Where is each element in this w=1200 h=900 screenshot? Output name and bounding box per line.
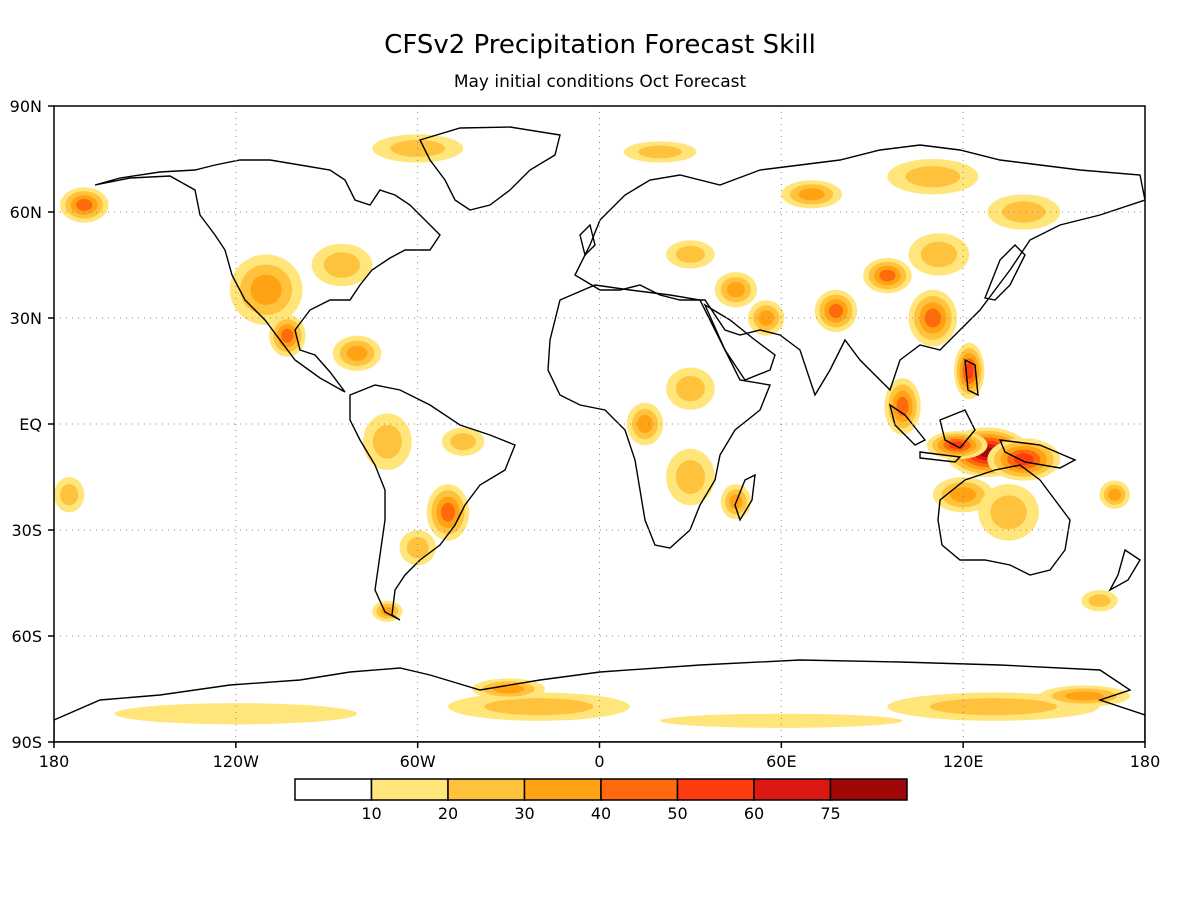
skill-region-13-level-2 — [675, 375, 705, 402]
lat-tick-label: EQ — [19, 415, 42, 434]
lat-tick-label: 90S — [11, 733, 42, 752]
colorbar-swatch — [829, 778, 908, 801]
colorbar: 10 20 30 40 50 60 75 — [294, 778, 908, 823]
skill-region-20-level-2 — [1001, 201, 1046, 223]
coast-java — [919, 451, 962, 463]
coast-madagascar — [734, 473, 756, 522]
skill-region-21-level-3 — [250, 274, 282, 305]
skill-region-27-level-4 — [440, 502, 456, 522]
colorbar-swatch — [600, 778, 679, 801]
skill-region-12-level-3 — [758, 310, 774, 326]
skill-region-10-level-2 — [990, 495, 1027, 530]
colorbar-label: 20 — [438, 804, 458, 823]
colorbar-swatch — [294, 778, 373, 801]
graticule — [54, 106, 1145, 742]
skill-region-18-level-3 — [798, 188, 825, 201]
coast-arabia — [703, 303, 776, 381]
skill-region-33-level-2 — [1088, 594, 1111, 608]
colorbar-label: 40 — [591, 804, 611, 823]
skill-region-39-level-1 — [660, 713, 903, 728]
skill-region-17-level-2 — [675, 245, 705, 263]
skill-region-9-level-3 — [950, 487, 977, 503]
lon-tick-label: 120E — [943, 752, 984, 771]
lon-tick-label: 120W — [213, 752, 260, 771]
colorbar-swatch — [447, 778, 526, 801]
lat-tick-label: 90N — [10, 97, 42, 116]
coast-greenland — [419, 126, 561, 211]
lat-tick-label: 30S — [11, 521, 42, 540]
skill-region-30-level-2 — [450, 433, 476, 451]
coast-sumatra — [888, 403, 927, 446]
skill-shading — [54, 134, 1130, 728]
skill-region-4-level-4 — [924, 308, 941, 328]
coast-philippines — [964, 358, 979, 397]
coastlines — [54, 126, 1145, 742]
colorbar-label: 75 — [820, 804, 840, 823]
coast-new-zealand — [1108, 548, 1141, 592]
skill-region-22-level-4 — [281, 328, 294, 343]
skill-region-28-level-2 — [406, 537, 429, 559]
colorbar-swatch — [753, 778, 832, 801]
skill-region-32-level-3 — [1108, 488, 1122, 501]
colorbar-label: 10 — [361, 804, 381, 823]
skill-region-11-level-3 — [726, 282, 745, 298]
coast-north-america — [94, 159, 441, 393]
colorbar-label: 60 — [744, 804, 764, 823]
map-title: CFSv2 Precipitation Forecast Skill — [384, 30, 816, 60]
lon-tick-label: 60E — [766, 752, 796, 771]
lon-tick-label: 180 — [1130, 752, 1161, 771]
skill-region-26-level-2 — [372, 424, 402, 459]
colorbar-label: 30 — [514, 804, 534, 823]
skill-region-24-level-4 — [76, 199, 93, 211]
skill-region-5-level-4 — [879, 269, 896, 282]
lon-tick-label: 60W — [400, 752, 436, 771]
lat-tick-label: 30N — [10, 309, 42, 328]
lat-tick-label: 60N — [10, 203, 42, 222]
coast-borneo — [939, 409, 976, 449]
lon-tick-label: 180 — [39, 752, 70, 771]
coast-new-guinea — [998, 439, 1077, 469]
colorbar-label: 50 — [667, 804, 687, 823]
skill-region-14-level-3 — [637, 414, 653, 434]
lon-tick-label: 0 — [594, 752, 604, 771]
skill-region-31-level-2 — [60, 484, 79, 506]
skill-region-40-level-2 — [929, 698, 1058, 716]
coast-south-america — [349, 384, 516, 621]
skill-region-15-level-2 — [675, 460, 705, 494]
coast-britain — [579, 223, 596, 257]
colorbar-swatch — [370, 778, 449, 801]
skill-region-35-level-2 — [638, 145, 682, 159]
coast-japan — [984, 244, 1026, 301]
coast-africa — [547, 284, 771, 549]
skill-region-19-level-2 — [905, 166, 961, 188]
skill-region-36-level-1 — [114, 703, 358, 725]
skill-region-37-level-2 — [484, 698, 594, 716]
skill-region-23-level-2 — [323, 252, 361, 278]
coast-australia — [937, 464, 1071, 576]
lat-tick-label: 60S — [11, 627, 42, 646]
skill-region-6-level-4 — [828, 303, 843, 318]
skill-region-41-level-3 — [1064, 691, 1104, 701]
colorbar-swatch — [676, 778, 755, 801]
coast-eurasia — [574, 144, 1145, 397]
skill-region-8-level-2 — [920, 241, 958, 268]
map-subtitle: May initial conditions Oct Forecast — [454, 72, 747, 92]
colorbar-swatch — [523, 778, 602, 801]
skill-region-25-level-3 — [346, 345, 368, 361]
coast-antarctica — [54, 659, 1145, 742]
